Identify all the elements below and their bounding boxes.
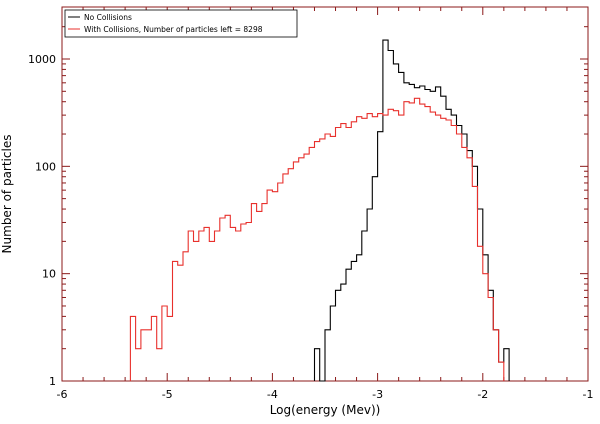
x-tick-label: -4 [267, 388, 278, 401]
series-layer [129, 39, 510, 382]
y-tick-label: 100 [35, 160, 56, 173]
plot-frame [61, 6, 589, 382]
x-tick-label: -6 [57, 388, 68, 401]
y-tick-label: 1000 [28, 53, 56, 66]
y-axis-ticks: 1 10 100 1000 [28, 26, 588, 388]
legend-label-no-collisions: No Collisions [84, 13, 132, 22]
x-tick-label: -3 [372, 388, 383, 401]
x-axis-ticks: -6 -5 -4 -3 -2 -1 [57, 7, 594, 401]
x-tick-label: -5 [162, 388, 173, 401]
x-tick-label: -2 [477, 388, 488, 401]
x-axis-label: Log(energy (Mev)) [270, 403, 381, 417]
y-tick-label: 1 [49, 375, 56, 388]
series-line-no-collisions [313, 39, 510, 382]
x-tick-label: -1 [583, 388, 594, 401]
series-line-with-collisions [129, 97, 505, 381]
y-tick-label: 10 [42, 268, 56, 281]
legend-box [64, 9, 298, 38]
legend: No Collisions With Collisions, Number of… [64, 9, 298, 38]
y-axis-label: Number of particles [0, 135, 14, 254]
legend-label-with-collisions: With Collisions, Number of particles lef… [84, 25, 263, 34]
